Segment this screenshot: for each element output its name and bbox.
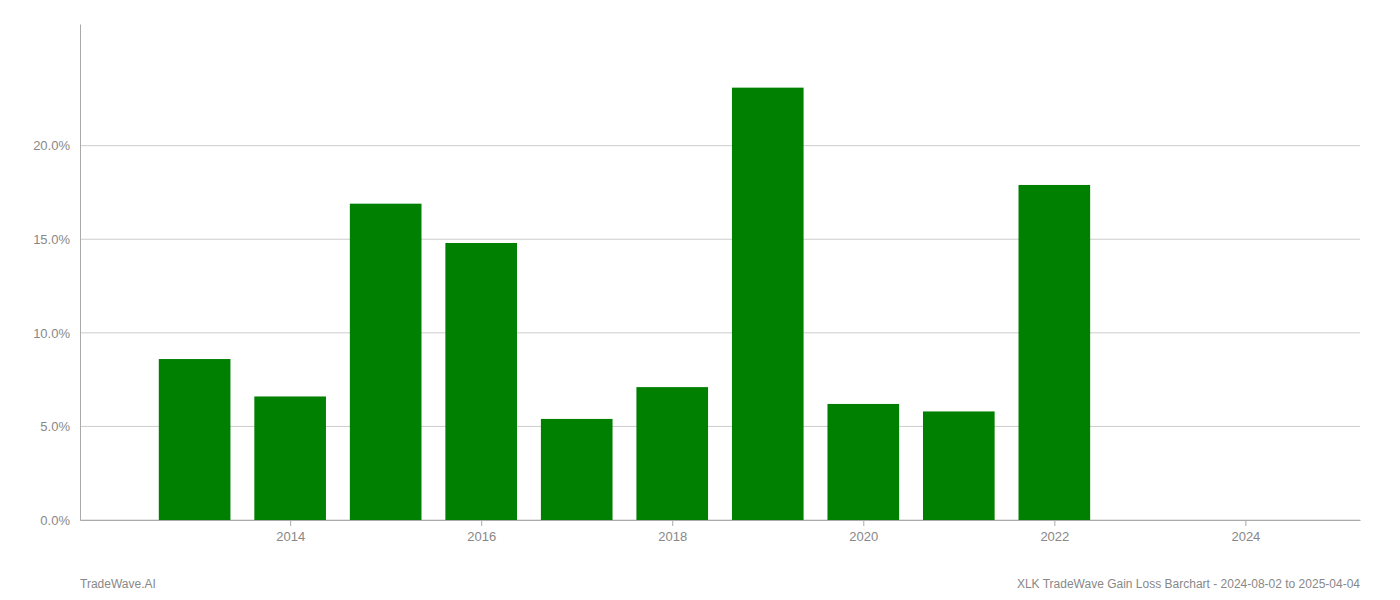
x-tick-label: 2020	[849, 529, 878, 544]
bar	[636, 387, 708, 520]
footer-left: TradeWave.AI	[80, 577, 156, 591]
x-tick: 2022	[1040, 520, 1069, 544]
x-tick: 2020	[849, 520, 878, 544]
bar	[827, 404, 899, 520]
footer: TradeWave.AI XLK TradeWave Gain Loss Barc…	[80, 577, 1360, 591]
grid-line	[80, 145, 1360, 146]
bar	[254, 396, 326, 520]
x-tick-label: 2024	[1231, 529, 1260, 544]
bar	[350, 204, 422, 520]
y-axis: 0.0% 5.0% 10.0% 15.0% 20.0%	[33, 25, 80, 528]
x-tick-label: 2018	[658, 529, 687, 544]
y-tick: 20.0%	[33, 138, 80, 153]
x-tick: 2018	[658, 520, 687, 544]
bar	[923, 411, 995, 520]
y-tick-label: 15.0%	[33, 232, 70, 247]
y-axis-line	[80, 25, 81, 521]
grid-line	[80, 332, 1360, 333]
bar	[445, 243, 517, 520]
x-axis-line	[81, 520, 1361, 521]
x-tick: 2024	[1231, 520, 1260, 544]
x-tick: 2014	[276, 520, 305, 544]
x-tick-mark	[672, 520, 673, 526]
x-tick-mark	[290, 520, 291, 526]
chart-container: 0.0%5.0%10.0%15.0%20.0%20142016201820202…	[0, 0, 1400, 600]
x-tick: 2016	[467, 520, 496, 544]
x-tick-mark	[1245, 520, 1246, 526]
bar	[732, 88, 804, 520]
footer-right: XLK TradeWave Gain Loss Barchart - 2024-…	[1017, 577, 1360, 591]
y-tick: 10.0%	[33, 325, 80, 340]
x-tick-label: 2022	[1040, 529, 1069, 544]
x-tick-label: 2016	[467, 529, 496, 544]
bars	[159, 88, 1090, 520]
grid-line	[80, 239, 1360, 240]
x-tick-mark	[481, 520, 482, 526]
x-tick-mark	[863, 520, 864, 526]
y-tick: 0.0%	[40, 513, 80, 528]
grid	[80, 146, 1360, 520]
y-tick: 15.0%	[33, 232, 80, 247]
x-tick-label: 2014	[276, 529, 305, 544]
x-axis: 2014 2016 2018 2020 2022 2024	[81, 520, 1361, 544]
y-tick-label: 0.0%	[40, 513, 70, 528]
bar	[159, 359, 231, 520]
chart-svg: 0.0%5.0%10.0%15.0%20.0%20142016201820202…	[0, 0, 1400, 600]
bar	[1019, 185, 1091, 520]
bar	[541, 419, 613, 520]
y-tick: 5.0%	[40, 419, 80, 434]
y-tick-label: 20.0%	[33, 138, 70, 153]
plot-area: 0.0%5.0%10.0%15.0%20.0%20142016201820202…	[33, 25, 1360, 545]
x-tick-mark	[1054, 520, 1055, 526]
y-tick-label: 10.0%	[33, 325, 70, 340]
y-tick-label: 5.0%	[40, 419, 70, 434]
